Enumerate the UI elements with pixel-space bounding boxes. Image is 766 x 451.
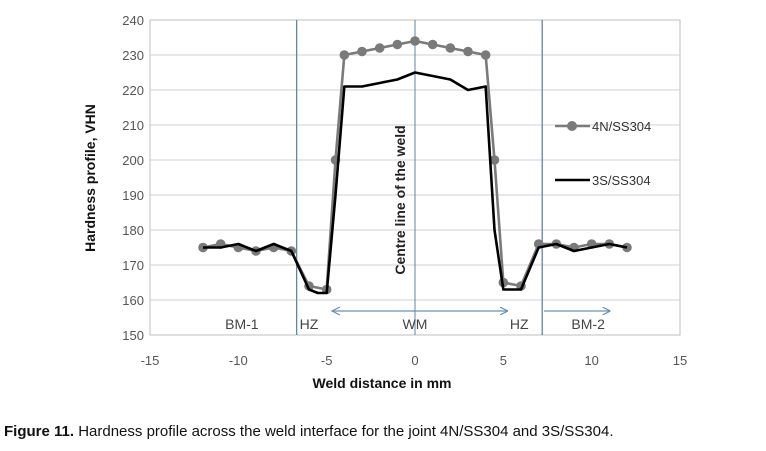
y-tick-label: 230	[122, 48, 144, 63]
caption-label: Figure 11.	[4, 423, 75, 440]
y-tick-label: 220	[122, 83, 144, 98]
caption-text: Hardness profile across the weld interfa…	[74, 423, 614, 440]
data-point	[489, 155, 500, 165]
data-point	[374, 43, 385, 53]
x-tick-label: -15	[141, 353, 160, 368]
y-tick-label: 150	[122, 328, 144, 343]
legend-marker-4n	[567, 121, 577, 131]
y-tick-label: 170	[122, 258, 144, 273]
data-point	[392, 39, 403, 50]
data-point	[410, 36, 420, 46]
y-tick-label: 160	[122, 293, 144, 308]
legend-label-3s: 3S/SS304	[592, 173, 651, 188]
region-label: BM-1	[225, 316, 259, 332]
x-tick-labels: -15 -10 -5 0 5 10 15	[141, 353, 688, 368]
region-label: BM-2	[571, 316, 605, 332]
x-tick-label: 10	[584, 353, 598, 368]
data-point	[463, 46, 473, 57]
data-point	[339, 50, 350, 60]
data-point	[357, 46, 367, 57]
y-tick-label: 180	[122, 223, 144, 238]
series	[198, 36, 632, 295]
region-label: HZ	[300, 316, 319, 332]
region-labels: BM-1 HZ WM HZ BM-2	[225, 306, 609, 332]
legend: 4N/SS304 3S/SS304	[555, 119, 651, 188]
x-tick-label: 0	[411, 353, 418, 368]
data-point	[480, 50, 491, 60]
y-tick-label: 200	[122, 153, 144, 168]
data-point	[445, 43, 456, 53]
x-tick-label: 15	[673, 353, 687, 368]
y-axis-title: Hardness profile, VHN	[82, 104, 98, 252]
x-tick-label: -10	[229, 353, 248, 368]
centre-line-label: Centre line of the weld	[392, 125, 408, 274]
region-label: WM	[403, 316, 428, 332]
region-label: HZ	[510, 316, 529, 332]
y-tick-label: 210	[122, 118, 144, 133]
data-point	[427, 39, 438, 50]
wm-arrow-left-head	[330, 306, 341, 316]
y-tick-label: 190	[122, 188, 144, 203]
y-tick-labels: 150 160 170 180 190 200 210 220 230 240	[122, 13, 144, 343]
hardness-chart: 150 160 170 180 190 200 210 220 230 240 -15 -10 -5 0…	[82, 13, 688, 391]
x-tick-label: 5	[500, 353, 507, 368]
legend-label-4n: 4N/SS304	[592, 119, 651, 134]
figure-caption: Figure 11. Hardness profile across the w…	[4, 423, 764, 440]
series-line-1	[203, 71, 628, 295]
x-axis-title: Weld distance in mm	[313, 375, 452, 391]
y-tick-label: 240	[122, 13, 144, 28]
x-tick-label: -5	[321, 353, 333, 368]
